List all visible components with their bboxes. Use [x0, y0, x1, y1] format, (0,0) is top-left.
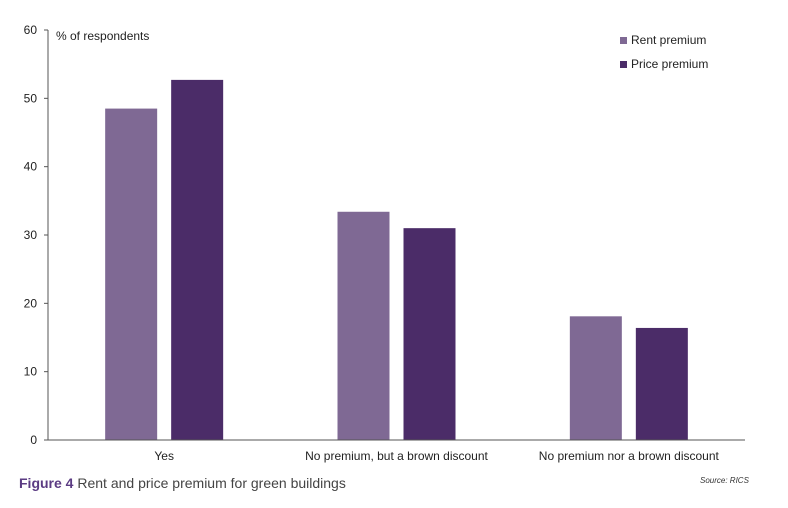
legend: Rent premium Price premium	[620, 33, 708, 71]
y-tick-label: 20	[24, 296, 38, 310]
y-tick-label: 60	[24, 23, 38, 37]
y-axis: 0 10 20 30 40 50 60	[24, 23, 49, 447]
bar-rent-premium-1	[337, 211, 390, 440]
y-tick-label: 50	[24, 91, 38, 105]
x-category-label: No premium nor a brown discount	[539, 449, 720, 463]
legend-entry-label: Rent premium	[631, 33, 706, 47]
y-tick-label: 0	[30, 433, 37, 447]
bar-price-premium-0	[171, 79, 224, 440]
legend-swatch	[620, 61, 627, 68]
x-category-label: No premium, but a brown discount	[305, 449, 488, 463]
legend-entry-label: Price premium	[631, 57, 708, 71]
figure-caption: Figure 4 Rent and price premium for gree…	[19, 475, 346, 491]
x-category-label: Yes	[154, 449, 174, 463]
y-tick-label: 30	[24, 228, 38, 242]
bar-price-premium-2	[635, 327, 688, 440]
bar-chart: 0 10 20 30 40 50 60 Yes No premium, but a brown…	[24, 23, 745, 463]
bar-price-premium-1	[403, 228, 456, 440]
y-tick-label: 40	[24, 160, 38, 174]
bars-group	[105, 79, 688, 440]
x-axis: Yes No premium, but a brown discount No pr…	[48, 439, 745, 463]
bar-rent-premium-0	[105, 108, 158, 440]
legend-swatch	[620, 37, 627, 44]
figure-number: Figure 4	[19, 475, 74, 491]
figure-caption-text: Rent and price premium for green buildin…	[77, 475, 346, 491]
y-axis-label: % of respondents	[56, 29, 149, 43]
source-note: Source: RICS	[700, 476, 749, 485]
bar-rent-premium-2	[569, 316, 622, 440]
y-tick-label: 10	[24, 365, 38, 379]
